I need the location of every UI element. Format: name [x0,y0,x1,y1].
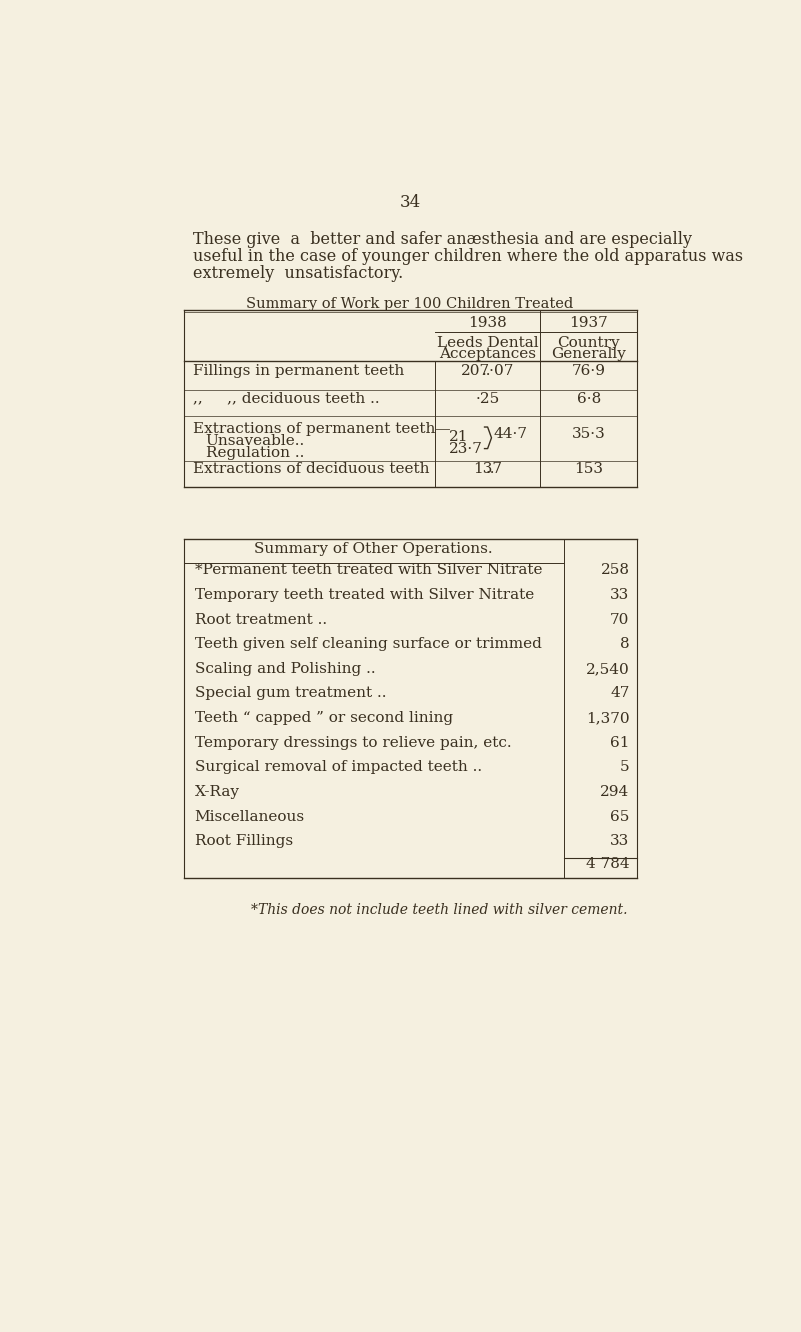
Text: *This does not include teeth lined with silver cement.: *This does not include teeth lined with … [252,903,628,916]
Text: Extractions of deciduous teeth: Extractions of deciduous teeth [193,462,429,477]
Text: Generally: Generally [551,346,626,361]
Text: 258: 258 [601,563,630,577]
Text: 137: 137 [473,462,502,477]
Text: 4 784: 4 784 [586,856,630,871]
Text: Extractions of permanent teeth—: Extractions of permanent teeth— [193,422,451,437]
Text: 1938: 1938 [469,316,507,330]
Text: extremely  unsatisfactory.: extremely unsatisfactory. [193,265,404,281]
Text: Scaling and Polishing ..: Scaling and Polishing .. [195,662,376,675]
Text: 8: 8 [620,637,630,651]
Text: Miscellaneous: Miscellaneous [195,810,305,823]
Text: *Permanent teeth treated with Silver Nitrate: *Permanent teeth treated with Silver Nit… [195,563,542,577]
Text: Summary of Other Operations.: Summary of Other Operations. [255,542,493,557]
Text: 47: 47 [610,686,630,701]
Text: 34: 34 [400,194,421,212]
Text: Unsaveable..: Unsaveable.. [206,434,304,448]
Text: 207·07: 207·07 [461,364,514,378]
Text: ..: .. [485,462,495,477]
Text: 153: 153 [574,462,603,477]
Text: Teeth given self cleaning surface or trimmed: Teeth given self cleaning surface or tri… [195,637,541,651]
Text: Teeth “ capped ” or second lining: Teeth “ capped ” or second lining [195,711,453,725]
Text: ,,     ,, deciduous teeth ..: ,, ,, deciduous teeth .. [193,392,380,405]
Text: 1,370: 1,370 [586,711,630,725]
Text: 1937: 1937 [570,316,608,330]
Text: Root treatment ..: Root treatment .. [195,613,327,626]
Text: Surgical removal of impacted teeth ..: Surgical removal of impacted teeth .. [195,761,481,774]
Text: Summary of Work per 100 Children Treated: Summary of Work per 100 Children Treated [247,297,574,310]
Text: ·25: ·25 [476,392,500,405]
Text: Fillings in permanent teeth: Fillings in permanent teeth [193,364,405,378]
Text: Leeds Dental: Leeds Dental [437,336,538,350]
Text: 5: 5 [620,761,630,774]
Text: 33: 33 [610,834,630,848]
Text: These give  a  better and safer anæsthesia and are especially: These give a better and safer anæsthesia… [193,230,692,248]
Text: 6·8: 6·8 [577,392,601,405]
Text: Temporary teeth treated with Silver Nitrate: Temporary teeth treated with Silver Nitr… [195,587,534,602]
Text: Temporary dressings to relieve pain, etc.: Temporary dressings to relieve pain, etc… [195,735,511,750]
Text: 23·7: 23·7 [449,442,483,456]
Text: 33: 33 [610,587,630,602]
Text: ..: .. [481,364,491,378]
Text: Country: Country [557,336,620,350]
Text: 61: 61 [610,735,630,750]
Text: 21: 21 [449,430,469,444]
Text: 35·3: 35·3 [572,428,606,441]
Text: 44·7: 44·7 [494,428,528,441]
Text: useful in the case of younger children where the old apparatus was: useful in the case of younger children w… [193,248,743,265]
Text: 65: 65 [610,810,630,823]
Text: Root Fillings: Root Fillings [195,834,293,848]
Text: Acceptances: Acceptances [439,346,536,361]
Text: Special gum treatment ..: Special gum treatment .. [195,686,386,701]
Text: 2,540: 2,540 [586,662,630,675]
Text: X-Ray: X-Ray [195,785,239,799]
Text: 76·9: 76·9 [572,364,606,378]
Text: Regulation ..: Regulation .. [206,445,304,460]
Text: 294: 294 [600,785,630,799]
Text: 70: 70 [610,613,630,626]
